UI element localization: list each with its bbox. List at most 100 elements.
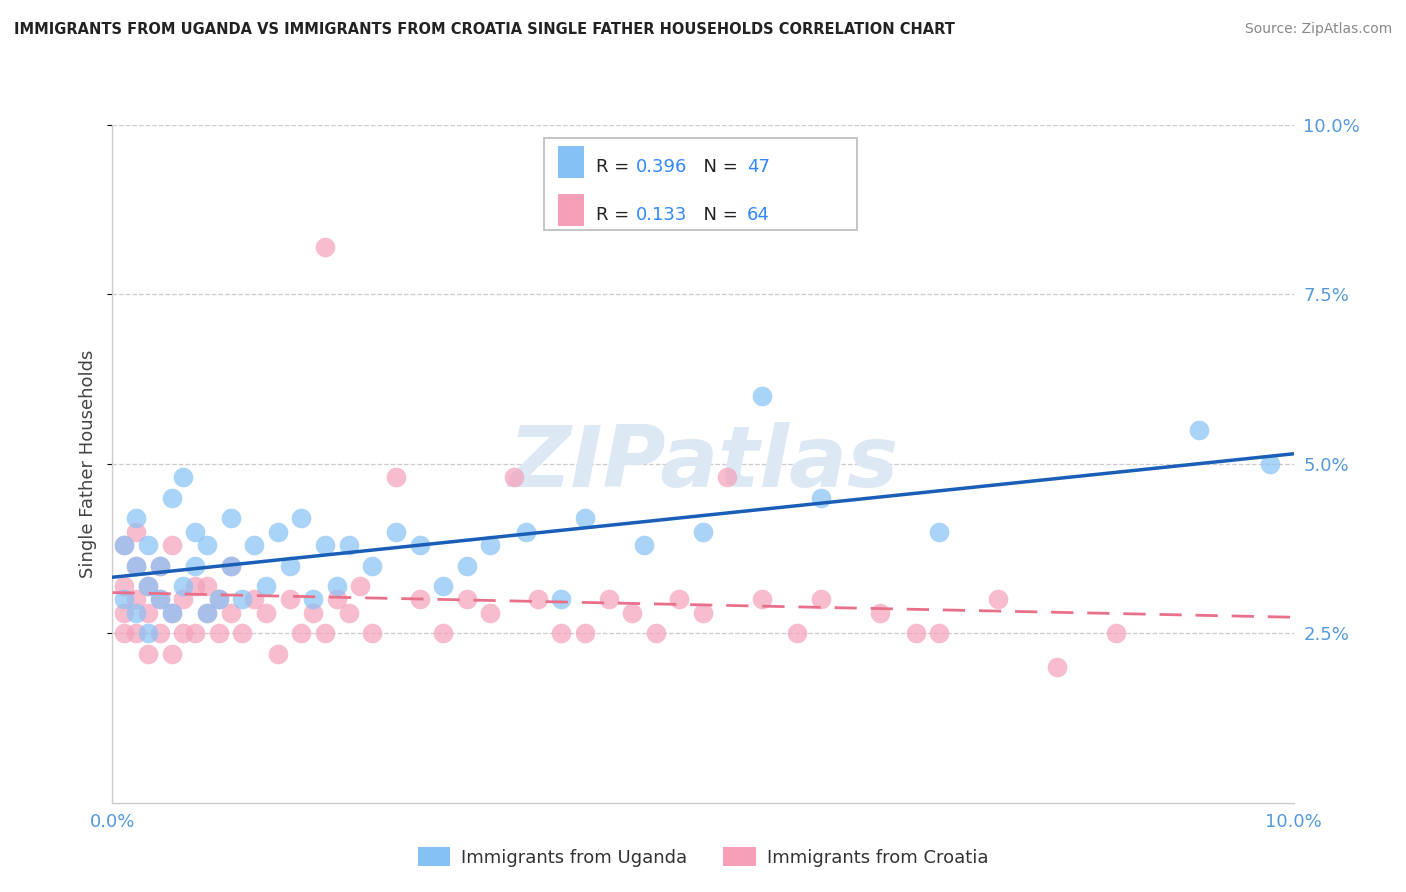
Point — [408, 592, 430, 607]
Point — [219, 558, 242, 573]
Point — [751, 389, 773, 403]
Point — [267, 524, 290, 539]
Text: 47: 47 — [747, 158, 769, 176]
Point — [136, 538, 159, 552]
Point — [136, 579, 159, 593]
Point — [112, 592, 135, 607]
Point — [278, 592, 301, 607]
Point — [195, 606, 218, 620]
Point — [160, 647, 183, 661]
Point — [149, 592, 172, 607]
Point — [550, 592, 572, 607]
Point — [112, 538, 135, 552]
Point — [290, 511, 312, 525]
Point — [125, 558, 148, 573]
Point — [479, 538, 502, 552]
Point — [786, 626, 808, 640]
Point — [987, 592, 1010, 607]
Point — [314, 626, 336, 640]
Point — [928, 524, 950, 539]
Point — [195, 538, 218, 552]
Point — [254, 579, 277, 593]
Point — [385, 524, 408, 539]
Point — [278, 558, 301, 573]
Point — [184, 524, 207, 539]
Point — [361, 626, 384, 640]
Point — [219, 511, 242, 525]
Point — [621, 606, 644, 620]
Point — [149, 626, 172, 640]
Point — [125, 626, 148, 640]
Point — [1105, 626, 1128, 640]
Point — [149, 558, 172, 573]
Point — [598, 592, 620, 607]
Point — [208, 626, 231, 640]
Text: IMMIGRANTS FROM UGANDA VS IMMIGRANTS FROM CROATIA SINGLE FATHER HOUSEHOLDS CORRE: IMMIGRANTS FROM UGANDA VS IMMIGRANTS FRO… — [14, 22, 955, 37]
Point — [302, 606, 325, 620]
Point — [125, 606, 148, 620]
Point — [208, 592, 231, 607]
Point — [172, 592, 194, 607]
Point — [160, 491, 183, 505]
FancyBboxPatch shape — [558, 145, 583, 178]
Legend: Immigrants from Uganda, Immigrants from Croatia: Immigrants from Uganda, Immigrants from … — [411, 840, 995, 874]
Text: 0.133: 0.133 — [636, 206, 688, 224]
Point — [149, 592, 172, 607]
Text: N =: N = — [692, 206, 744, 224]
Point — [810, 592, 832, 607]
Point — [267, 647, 290, 661]
Point — [195, 606, 218, 620]
Point — [456, 558, 478, 573]
Point — [337, 606, 360, 620]
Point — [692, 606, 714, 620]
Point — [692, 524, 714, 539]
Point — [172, 626, 194, 640]
Point — [810, 491, 832, 505]
Point — [231, 626, 253, 640]
Point — [1188, 423, 1211, 437]
FancyBboxPatch shape — [544, 138, 856, 230]
Point — [125, 524, 148, 539]
Text: 0.396: 0.396 — [636, 158, 688, 176]
Point — [904, 626, 927, 640]
Point — [195, 579, 218, 593]
Point — [243, 538, 266, 552]
Point — [432, 579, 454, 593]
Point — [326, 579, 349, 593]
Point — [149, 558, 172, 573]
Point — [231, 592, 253, 607]
Point — [408, 538, 430, 552]
Point — [112, 626, 135, 640]
Point — [869, 606, 891, 620]
Point — [1258, 457, 1281, 471]
Point — [668, 592, 690, 607]
Y-axis label: Single Father Households: Single Father Households — [79, 350, 97, 578]
Point — [526, 592, 548, 607]
Point — [184, 626, 207, 640]
Point — [125, 592, 148, 607]
Point — [172, 470, 194, 484]
Point — [136, 579, 159, 593]
Point — [326, 592, 349, 607]
Point — [314, 240, 336, 254]
Point — [361, 558, 384, 573]
Point — [112, 538, 135, 552]
Point — [633, 538, 655, 552]
Point — [184, 558, 207, 573]
Text: R =: R = — [596, 158, 634, 176]
Point — [243, 592, 266, 607]
Point — [928, 626, 950, 640]
Text: N =: N = — [692, 158, 744, 176]
Point — [503, 470, 526, 484]
Point — [136, 647, 159, 661]
Point — [112, 606, 135, 620]
Point — [254, 606, 277, 620]
FancyBboxPatch shape — [558, 194, 583, 227]
Point — [314, 538, 336, 552]
Text: R =: R = — [596, 206, 634, 224]
Point — [574, 511, 596, 525]
Point — [716, 470, 738, 484]
Point — [349, 579, 371, 593]
Point — [456, 592, 478, 607]
Text: Source: ZipAtlas.com: Source: ZipAtlas.com — [1244, 22, 1392, 37]
